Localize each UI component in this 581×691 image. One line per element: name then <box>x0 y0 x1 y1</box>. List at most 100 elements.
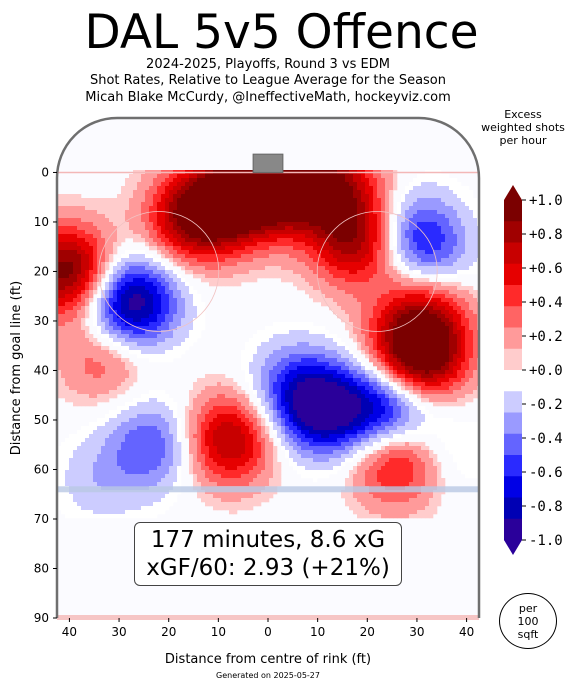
heat-cell <box>457 378 462 383</box>
heat-cell <box>321 378 326 383</box>
heat-cell <box>133 206 138 211</box>
heat-cell <box>349 326 354 331</box>
heat-cell <box>421 210 426 215</box>
heat-cell <box>313 354 318 359</box>
heat-cell <box>457 242 462 247</box>
heat-cell <box>297 254 302 259</box>
heat-cell <box>145 214 150 219</box>
heat-cell <box>161 222 166 227</box>
heat-cell <box>385 282 390 287</box>
heat-cell <box>161 354 166 359</box>
heat-cell <box>305 210 310 215</box>
heat-cell <box>109 238 114 243</box>
heat-cell <box>377 318 382 323</box>
heat-cell <box>201 258 206 263</box>
heat-cell <box>465 266 470 271</box>
heat-cell <box>273 382 278 387</box>
heat-cell <box>457 282 462 287</box>
heat-cell <box>261 218 266 223</box>
heat-cell <box>465 302 470 307</box>
heat-cell <box>209 274 214 279</box>
heat-cell <box>353 358 358 363</box>
heat-cell <box>153 174 158 179</box>
heat-cell <box>129 278 134 283</box>
heat-cell <box>125 210 130 215</box>
heat-cell <box>373 238 378 243</box>
heat-cell <box>201 226 206 231</box>
heat-cell <box>65 194 70 199</box>
heat-cell <box>293 334 298 339</box>
heat-cell <box>133 318 138 323</box>
heat-cell <box>401 382 406 387</box>
heat-cell <box>429 178 434 183</box>
heat-cell <box>233 270 238 275</box>
heat-cell <box>253 370 258 375</box>
heat-cell <box>205 258 210 263</box>
heat-cell <box>373 266 378 271</box>
heat-cell <box>325 174 330 179</box>
heat-cell <box>233 394 238 399</box>
heat-cell <box>341 210 346 215</box>
heat-cell <box>313 358 318 363</box>
heat-cell <box>209 374 214 379</box>
heat-cell <box>93 354 98 359</box>
heat-cell <box>409 202 414 207</box>
heat-cell <box>341 382 346 387</box>
heat-cell <box>129 378 134 383</box>
heat-cell <box>117 298 122 303</box>
heat-cell <box>385 190 390 195</box>
heat-cell <box>77 282 82 287</box>
heat-cell <box>353 262 358 267</box>
heat-cell <box>221 374 226 379</box>
heat-cell <box>453 202 458 207</box>
heat-cell <box>193 290 198 295</box>
heat-cell <box>289 346 294 351</box>
heat-cell <box>209 242 214 247</box>
heat-cell <box>297 246 302 251</box>
heat-cell <box>377 386 382 391</box>
heat-cell <box>237 226 242 231</box>
heat-cell <box>273 246 278 251</box>
heat-cell <box>101 250 106 255</box>
heat-cell <box>369 310 374 315</box>
heat-cell <box>293 358 298 363</box>
heat-cell <box>189 246 194 251</box>
heat-cell <box>209 182 214 187</box>
heat-cell <box>473 334 478 339</box>
heat-cell <box>461 382 466 387</box>
heat-cell <box>449 234 454 239</box>
heat-cell <box>345 314 350 319</box>
heat-cell <box>109 230 114 235</box>
heat-cell <box>473 370 478 375</box>
heat-cell <box>165 298 170 303</box>
heat-cell <box>129 202 134 207</box>
heat-cell <box>181 310 186 315</box>
heat-cell <box>361 254 366 259</box>
heat-cell <box>361 242 366 247</box>
heat-cell <box>173 278 178 283</box>
heat-cell <box>325 186 330 191</box>
heat-cell <box>109 394 114 399</box>
heat-cell <box>237 234 242 239</box>
heat-cell <box>349 186 354 191</box>
heat-cell <box>445 382 450 387</box>
heat-cell <box>233 202 238 207</box>
heat-cell <box>457 198 462 203</box>
heat-cell <box>449 190 454 195</box>
heat-cell <box>361 390 366 395</box>
heat-cell <box>421 262 426 267</box>
heat-cell <box>85 274 90 279</box>
heat-cell <box>233 382 238 387</box>
heat-cell <box>57 218 62 223</box>
heat-cell <box>321 290 326 295</box>
heat-cell <box>57 306 62 311</box>
heat-cell <box>345 242 350 247</box>
heat-cell <box>369 254 374 259</box>
heat-cell <box>425 390 430 395</box>
heat-cell <box>349 246 354 251</box>
heat-cell <box>397 366 402 371</box>
heat-cell <box>189 198 194 203</box>
heat-cell <box>193 250 198 255</box>
heat-cell <box>153 318 158 323</box>
heat-cell <box>465 334 470 339</box>
